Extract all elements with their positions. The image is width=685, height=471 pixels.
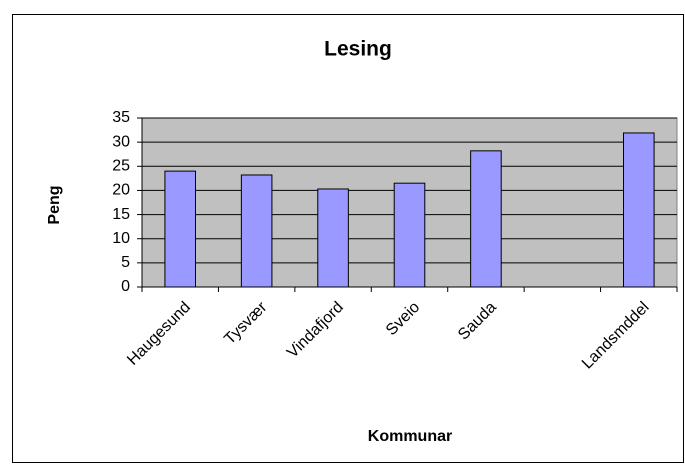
y-tick-label: 5 bbox=[121, 254, 130, 271]
bar bbox=[393, 182, 426, 288]
bar bbox=[164, 170, 197, 288]
y-tick-label: 30 bbox=[112, 133, 130, 150]
y-tick-label: 20 bbox=[112, 182, 130, 199]
x-axis-label: Kommunar bbox=[368, 428, 452, 445]
y-tick-label: 15 bbox=[112, 206, 130, 223]
bar bbox=[240, 174, 273, 288]
y-tick-label: 10 bbox=[112, 230, 130, 247]
chart-title: Lesing bbox=[324, 38, 392, 61]
y-tick-label: 35 bbox=[112, 109, 130, 126]
y-axis-label: Peng bbox=[46, 185, 63, 224]
y-tick-label: 0 bbox=[121, 278, 130, 295]
bar bbox=[317, 188, 349, 288]
bar bbox=[470, 150, 502, 288]
y-tick-label: 25 bbox=[112, 158, 130, 175]
bar bbox=[623, 132, 655, 288]
